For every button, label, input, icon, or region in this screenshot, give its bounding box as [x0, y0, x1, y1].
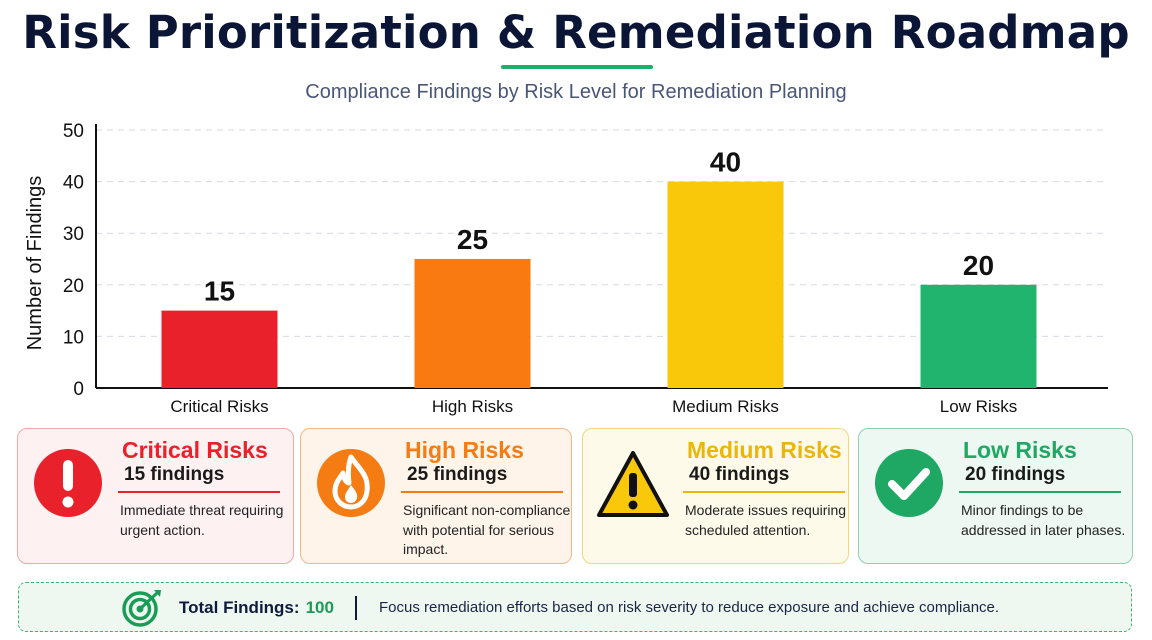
page-title: Risk Prioritization & Remediation Roadma…: [22, 6, 1130, 59]
card-divider: [683, 491, 845, 493]
exclamation-icon: [30, 445, 106, 521]
bar-chart: 0 10 20 30 40 50 Number of Findings 15 Critical …: [24, 121, 1108, 416]
card-low-risks: Low Risks 20 findings Minor findings to …: [858, 428, 1133, 564]
total-findings: Total Findings: 100: [179, 598, 334, 618]
data-label: 40: [710, 147, 741, 178]
summary-banner: Total Findings: 100 Focus remediation eff…: [18, 582, 1132, 632]
card-description: Significant non-compliance with potentia…: [403, 502, 571, 557]
total-findings-value: 100: [305, 598, 334, 617]
bar: [667, 181, 784, 388]
title-underline: [501, 65, 653, 69]
x-tick-label: Critical Risks: [170, 397, 268, 416]
target-icon: [121, 588, 163, 628]
card-divider: [118, 491, 280, 493]
y-axis-label: Number of Findings: [24, 176, 46, 351]
card-count: 20 findings: [965, 464, 1066, 485]
total-findings-label: Total Findings:: [179, 598, 300, 617]
x-tick-label: Medium Risks: [672, 397, 779, 416]
card-count: 15 findings: [124, 464, 225, 485]
x-tick-label: High Risks: [432, 397, 513, 416]
card-title: Critical Risks: [122, 437, 268, 463]
flame-icon: [313, 445, 389, 521]
y-tick-label: 10: [63, 327, 84, 348]
summary-message: Focus remediation efforts based on risk …: [379, 599, 1000, 616]
card-divider: [959, 491, 1121, 493]
card-title: Medium Risks: [687, 437, 842, 463]
y-tick-label: 0: [73, 379, 84, 400]
card-medium-risks: Medium Risks 40 findings Moderate issues…: [582, 428, 849, 564]
y-tick-label: 40: [63, 173, 84, 194]
card-critical-risks: Critical Risks 15 findings Immediate thr…: [17, 428, 294, 564]
y-tick-label: 30: [63, 224, 84, 245]
bar: [161, 310, 278, 388]
card-high-risks: High Risks 25 findings Significant non-c…: [300, 428, 572, 564]
warning-triangle-icon: [595, 445, 671, 521]
y-tick-label: 20: [63, 276, 84, 297]
card-title: Low Risks: [963, 437, 1077, 463]
card-description: Immediate threat requiring urgent action…: [120, 502, 284, 538]
x-tick-label: Low Risks: [940, 397, 1017, 416]
bar: [920, 284, 1037, 388]
card-title: High Risks: [405, 437, 524, 463]
divider: [355, 596, 357, 620]
card-divider: [401, 491, 563, 493]
card-count: 25 findings: [407, 464, 508, 485]
y-tick-label: 50: [63, 121, 84, 142]
data-label: 20: [963, 250, 994, 281]
card-count: 40 findings: [689, 464, 790, 485]
card-description: Moderate issues requiring scheduled atte…: [685, 502, 847, 538]
bar: [414, 259, 531, 388]
data-label: 15: [204, 276, 235, 307]
card-description: Minor findings to be addressed in later …: [961, 502, 1126, 538]
checkmark-icon: [871, 445, 947, 521]
page-subtitle: Compliance Findings by Risk Level for Re…: [305, 81, 847, 103]
data-label: 25: [457, 224, 488, 255]
